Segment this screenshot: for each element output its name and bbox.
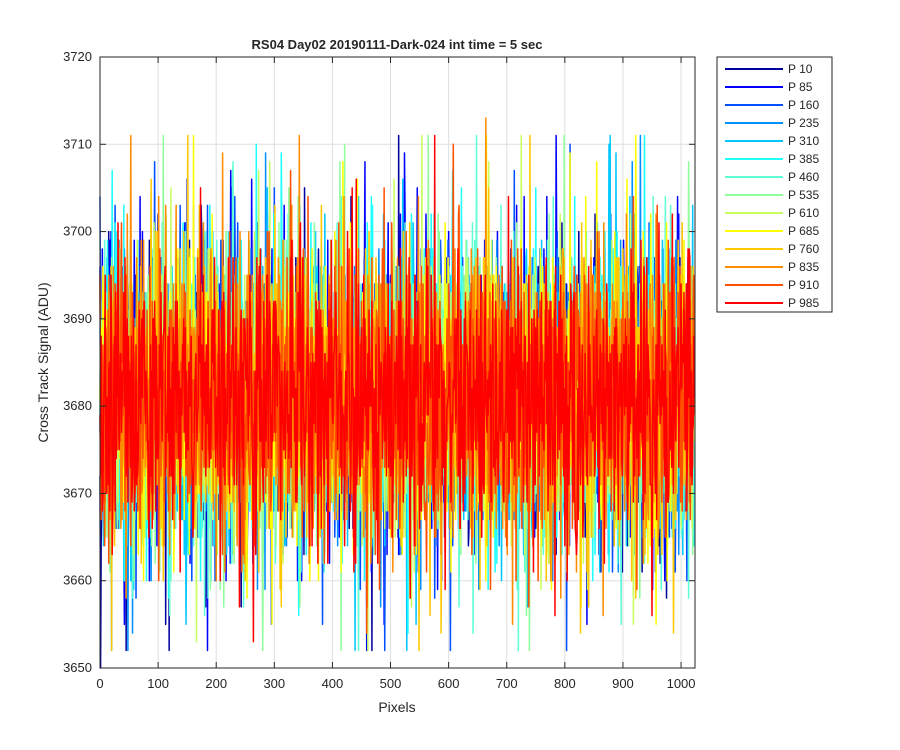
y-tick-label: 3650	[63, 660, 92, 675]
y-axis-label: Cross Track Signal (ADU)	[35, 282, 51, 442]
x-tick-label: 700	[496, 676, 518, 691]
x-tick-label: 500	[380, 676, 402, 691]
x-tick-label: 400	[322, 676, 344, 691]
legend-entry: P 835	[788, 260, 819, 274]
y-tick-label: 3660	[63, 573, 92, 588]
legend-entry: P 235	[788, 116, 819, 130]
y-tick-labels: 3650 3660 3670 3680 3690 3700 3710 3720	[63, 49, 92, 675]
legend-entry: P 985	[788, 296, 819, 310]
x-tick-label: 1000	[667, 676, 696, 691]
y-tick-label: 3680	[63, 398, 92, 413]
x-tick-label: 100	[147, 676, 169, 691]
x-tick-label: 300	[263, 676, 285, 691]
tick-marks	[99, 56, 695, 669]
y-tick-label: 3690	[63, 311, 92, 326]
legend-box	[716, 56, 833, 313]
y-tick-label: 3700	[63, 224, 92, 239]
legend-entry: P 760	[788, 242, 819, 256]
axes-box	[99, 56, 696, 669]
legend: P 10 P 85 P 160 P 235 P 310 P 385 P 460 P 535 P …	[716, 56, 833, 313]
x-tick-label: 800	[554, 676, 576, 691]
legend-entry: P 460	[788, 170, 819, 184]
legend-entry: P 310	[788, 134, 819, 148]
x-tick-label: 0	[96, 676, 103, 691]
legend-entry: P 910	[788, 278, 819, 292]
y-tick-label: 3710	[63, 136, 92, 151]
legend-entry: P 535	[788, 188, 819, 202]
y-tick-label: 3720	[63, 49, 92, 64]
x-tick-labels: 0 100 200 300 400 500 600 700 800 900 1000	[96, 676, 695, 691]
chart-title: RS04 Day02 20190111-Dark-024 int time = …	[252, 37, 543, 52]
x-tick-label: 900	[612, 676, 634, 691]
series-line-p985	[99, 134, 696, 643]
legend-entry: P 685	[788, 224, 819, 238]
legend-entry: P 85	[788, 80, 813, 94]
x-tick-label: 600	[438, 676, 460, 691]
x-tick-label: 200	[205, 676, 227, 691]
legend-entry: P 160	[788, 98, 819, 112]
legend-entry: P 10	[788, 62, 813, 76]
legend-entry: P 385	[788, 152, 819, 166]
legend-entry: P 610	[788, 206, 819, 220]
legend-items: P 10 P 85 P 160 P 235 P 310 P 385 P 460 P 535 P …	[725, 62, 819, 310]
plot-area: 0 100 200 300 400 500 600 700 800 900 1000 3650 366…	[63, 49, 695, 691]
y-tick-label: 3670	[63, 485, 92, 500]
x-axis-label: Pixels	[378, 699, 415, 715]
series-lines	[99, 117, 696, 669]
